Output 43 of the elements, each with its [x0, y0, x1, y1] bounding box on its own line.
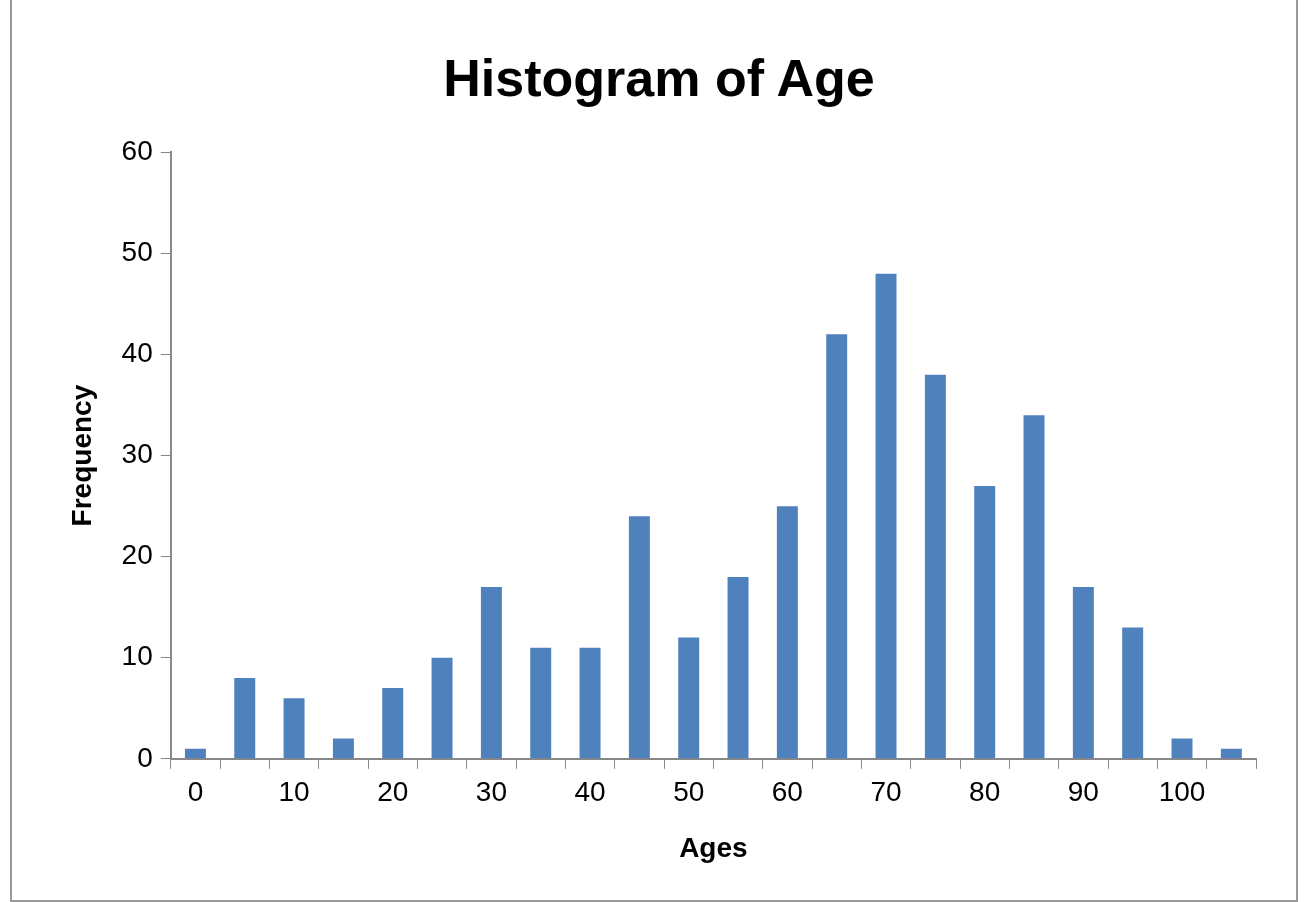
bar: [776, 506, 798, 759]
bar: [826, 334, 848, 759]
y-tick-label: 60: [121, 135, 153, 167]
bar: [1122, 627, 1144, 759]
bar: [332, 738, 354, 759]
x-tick-label: 60: [771, 776, 803, 808]
x-tick-label: 10: [278, 776, 310, 808]
bar: [431, 657, 453, 759]
bar: [974, 485, 996, 759]
x-axis-title: Ages: [679, 831, 748, 863]
x-tick-label: 40: [574, 776, 606, 808]
chart-title: Histogram of Age: [443, 48, 875, 107]
x-tick-label: 20: [377, 776, 409, 808]
x-tick-label: 0: [187, 776, 204, 808]
bar: [579, 647, 601, 759]
bar: [628, 516, 650, 759]
y-tick-label: 50: [121, 236, 153, 268]
x-tick-label: 90: [1067, 776, 1099, 808]
bar: [924, 374, 946, 759]
x-tick-label: 30: [475, 776, 507, 808]
bar: [1220, 748, 1242, 759]
x-tick-label: 100: [1158, 776, 1206, 808]
y-axis-title: Frequency: [65, 384, 97, 527]
x-tick-label: 80: [969, 776, 1001, 808]
bar: [234, 677, 256, 759]
x-tick-label: 50: [673, 776, 705, 808]
y-tick-label: 20: [121, 539, 153, 571]
bar: [530, 647, 552, 759]
bar: [184, 748, 206, 759]
bar: [1072, 586, 1094, 759]
bar: [1171, 738, 1193, 759]
bar: [382, 688, 404, 759]
y-tick-label: 10: [121, 640, 153, 672]
bar: [480, 586, 502, 759]
y-tick-label: 40: [121, 337, 153, 369]
bar: [678, 637, 700, 759]
bar: [1023, 415, 1045, 759]
bar: [875, 273, 897, 759]
bar: [283, 698, 305, 759]
y-tick-label: 0: [137, 741, 153, 773]
y-tick-label: 30: [121, 438, 153, 470]
x-tick-label: 70: [870, 776, 902, 808]
bar: [727, 576, 749, 759]
